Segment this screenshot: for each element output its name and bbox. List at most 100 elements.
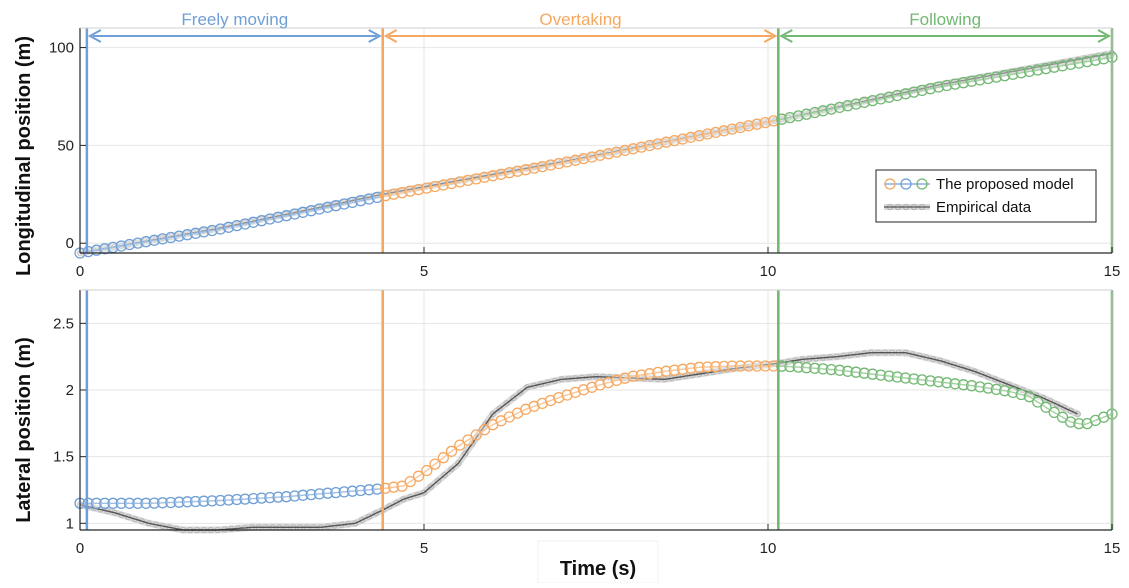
model-point-lateral <box>577 384 590 396</box>
model-point-lateral <box>586 381 598 393</box>
empirical-point-lateral <box>503 400 510 407</box>
model-point-lateral <box>165 496 177 509</box>
model-point-lateral <box>701 361 714 373</box>
model-point-lateral <box>1007 386 1019 399</box>
model-point-lateral <box>693 361 705 373</box>
model-point-lateral <box>1023 391 1036 403</box>
model-point-lateral <box>404 475 416 488</box>
empirical-point-lateral <box>448 466 455 473</box>
y-tick-label-longitudinal: 100 <box>49 40 74 57</box>
model-point-lateral <box>891 371 903 383</box>
model-point-longitudinal <box>99 243 111 255</box>
model-point-longitudinal <box>206 224 218 237</box>
model-point-longitudinal <box>140 236 152 248</box>
model-point-lateral <box>833 364 846 376</box>
model-point-lateral <box>759 360 771 372</box>
model-point-lateral <box>445 445 458 457</box>
model-point-lateral <box>792 361 804 373</box>
model-point-longitudinal <box>561 156 573 168</box>
model-point-longitudinal <box>239 218 251 230</box>
model-point-longitudinal <box>173 230 185 242</box>
model-point-lateral <box>214 494 227 507</box>
model-point-longitudinal <box>305 205 317 217</box>
model-point-longitudinal <box>850 98 862 110</box>
model-point-lateral <box>949 378 961 390</box>
model-point-lateral <box>734 360 747 372</box>
model-point-lateral <box>289 490 301 502</box>
model-point-longitudinal <box>726 123 738 135</box>
model-point-longitudinal <box>132 237 144 249</box>
model-point-longitudinal <box>825 103 837 115</box>
model-point-longitudinal <box>660 136 672 148</box>
model-point-longitudinal <box>429 180 441 193</box>
phase-arrow-head-left <box>87 29 102 43</box>
legend-model-marker <box>900 178 912 190</box>
y-tick-label-longitudinal: 0 <box>66 235 74 252</box>
model-point-longitudinal <box>156 233 169 245</box>
model-point-lateral <box>594 379 606 391</box>
empirical-point-lateral <box>964 366 971 373</box>
legend-box <box>875 169 1097 223</box>
model-point-lateral <box>710 361 722 373</box>
model-point-longitudinal <box>1081 55 1093 68</box>
model-point-lateral <box>280 491 293 503</box>
model-point-longitudinal <box>404 185 416 197</box>
model-point-longitudinal <box>487 170 499 182</box>
model-point-lateral <box>932 376 945 388</box>
model-point-longitudinal <box>503 167 515 179</box>
tick-labels: 0 50 100 0 5 10 15 1 1.5 2 2.5 0 5 10 15 <box>49 40 1120 557</box>
model-point-lateral <box>1065 416 1077 428</box>
empirical-point-lateral <box>441 472 448 479</box>
model-point-longitudinal <box>264 213 276 225</box>
empirical-point-lateral <box>365 513 373 520</box>
empirical-point-lateral <box>386 503 393 510</box>
model-point-longitudinal <box>528 162 540 174</box>
model-point-longitudinal <box>743 120 755 132</box>
model-point-longitudinal <box>1040 62 1052 75</box>
y-tick-label-lateral: 1.5 <box>53 449 74 466</box>
model-point-longitudinal <box>280 210 293 222</box>
model-point-lateral <box>1015 388 1027 401</box>
model-point-longitudinal <box>495 168 507 180</box>
model-point-lateral <box>619 372 631 384</box>
model-point-longitudinal <box>668 134 681 147</box>
empirical-point-lateral <box>978 370 985 378</box>
model-point-lateral <box>544 394 557 407</box>
model-point-lateral <box>899 372 912 384</box>
model-point-lateral <box>1032 396 1044 408</box>
model-point-lateral <box>990 383 1003 396</box>
empirical-point-lateral <box>427 483 434 490</box>
phase-arrow-head-right <box>763 29 778 43</box>
model-point-lateral <box>908 373 920 385</box>
model-point-longitudinal <box>899 88 912 100</box>
model-point-longitudinal <box>115 240 127 252</box>
x-tick-label-longitudinal: 10 <box>760 263 777 280</box>
model-point-longitudinal <box>965 75 978 87</box>
phase-boundaries <box>85 28 1114 530</box>
model-point-lateral <box>1073 417 1085 430</box>
model-point-longitudinal <box>817 105 829 117</box>
model-point-longitudinal <box>990 71 1003 83</box>
model-point-lateral <box>239 493 251 505</box>
model-point-longitudinal <box>627 143 639 155</box>
model-point-lateral <box>1040 401 1052 413</box>
model-point-longitudinal <box>635 141 648 153</box>
phase-label: Freely moving <box>181 10 288 29</box>
model-point-longitudinal <box>148 234 160 246</box>
phase-annotations: Freely moving Overtaking Following <box>87 10 1112 43</box>
model-point-longitudinal <box>396 187 408 199</box>
model-point-longitudinal <box>734 121 747 134</box>
model-point-longitudinal <box>412 183 425 196</box>
model-point-longitudinal <box>916 84 928 97</box>
model-point-longitudinal <box>974 74 986 86</box>
phase-arrow-head-right <box>368 29 382 43</box>
model-point-lateral <box>462 434 474 446</box>
model-point-longitudinal <box>842 100 854 112</box>
model-point-longitudinal <box>272 211 284 223</box>
model-point-longitudinal <box>421 182 433 194</box>
axes <box>79 27 1113 531</box>
model-point-longitudinal <box>883 91 895 103</box>
empirical-point-lateral <box>420 489 428 496</box>
model-point-longitudinal <box>1048 61 1060 73</box>
